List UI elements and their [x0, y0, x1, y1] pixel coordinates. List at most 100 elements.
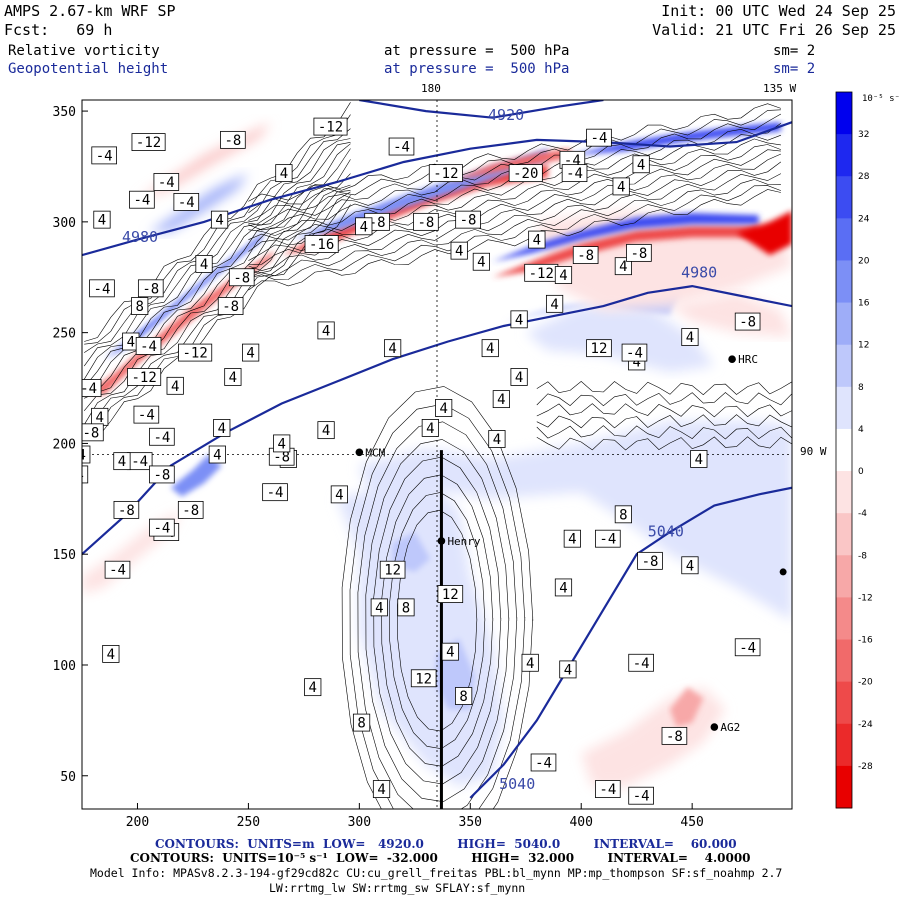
- vorticity-label: 4: [91, 407, 109, 426]
- vorticity-label: -8: [626, 243, 652, 262]
- y-tick-label: 100: [53, 659, 76, 674]
- vorticity-label-box: [153, 173, 180, 191]
- field1-smooth: sm= 2: [773, 43, 816, 59]
- station-label: AG2: [720, 721, 740, 734]
- vorticity-label-text: 4: [322, 423, 330, 439]
- vorticity-label-text: 4: [686, 558, 694, 574]
- vorticity-label: 4: [559, 660, 577, 678]
- vorticity-contour-line: [84, 128, 351, 353]
- vorticity-label-box: [131, 133, 166, 151]
- vorticity-patch: [337, 476, 504, 787]
- vorticity-label-text: 4: [322, 323, 330, 339]
- vorticity-label-box: [313, 117, 348, 136]
- vorticity-label: -4: [262, 483, 288, 501]
- vorticity-label-box: [127, 368, 162, 386]
- vorticity-label-box: [481, 339, 499, 358]
- vorticity-label: 4: [632, 155, 650, 174]
- colorbar-label: 12: [858, 341, 869, 351]
- vorticity-label-text: -8: [739, 315, 756, 331]
- vorticity-label: 4: [210, 210, 229, 229]
- vorticity-label: 4: [554, 578, 573, 596]
- vorticity-label-box: [586, 128, 612, 147]
- vorticity-label-text: 4: [360, 219, 368, 235]
- vorticity-label-text: 4: [617, 179, 625, 195]
- vorticity-label-text: 8: [357, 716, 365, 732]
- vorticity-label-text: 4: [515, 312, 523, 328]
- vorticity-label-text: 12: [384, 563, 401, 579]
- vorticity-label-text: -4: [94, 281, 111, 297]
- vorticity-label-text: -12: [131, 370, 156, 386]
- vorticity-label: 4: [113, 452, 131, 470]
- vorticity-label: -4: [104, 560, 131, 579]
- vorticity-contour-line: [536, 381, 792, 396]
- colorbar-segment: [836, 555, 852, 598]
- field1-name: Relative vorticity: [8, 43, 160, 59]
- vorticity-label-box: [208, 445, 226, 464]
- vorticity-label-box: [388, 137, 415, 156]
- vorticity-label-box: [91, 146, 117, 165]
- vorticity-label: 4: [554, 266, 573, 284]
- station-dot: [710, 723, 719, 731]
- vorticity-label: 4: [208, 445, 226, 464]
- vorticity-label: 4: [492, 390, 510, 408]
- colorbar-label: 28: [858, 172, 870, 182]
- vorticity-label-box: [228, 268, 255, 287]
- vorticity-patch: [170, 454, 222, 497]
- vorticity-label: -4: [126, 452, 153, 470]
- vorticity-contour-labels: -12 -8-12-4-44-4-44 4-4 -8-848 -84 -4 -12-4-12…: [82, 117, 761, 805]
- height-contour-label: 5040: [499, 775, 535, 793]
- vorticity-label-box: [661, 726, 688, 745]
- vorticity-label: 4: [304, 678, 322, 696]
- lon-135w-label: 135 W: [763, 82, 797, 95]
- colorbar-label: -20: [858, 678, 873, 688]
- vorticity-label: 4: [372, 780, 391, 798]
- colorbar-segment: [836, 597, 852, 641]
- height-contour-info: CONTOURS: UNITS=m LOW= 4920.0 HIGH= 5040…: [155, 837, 737, 851]
- vorticity-label-box: [379, 560, 406, 579]
- vorticity-label-box: [195, 255, 213, 273]
- vorticity-label-text: -4: [267, 485, 284, 501]
- vorticity-label: 4: [528, 230, 546, 249]
- vorticity-label-text: 4: [619, 259, 627, 275]
- vorticity-label: 4: [166, 376, 184, 395]
- vorticity-label-box: [508, 164, 543, 183]
- vorticity-contour-info: CONTOURS: UNITS=10⁻⁵ s⁻¹ LOW= -32.000 HI…: [130, 851, 751, 865]
- vorticity-label-text: -20: [513, 166, 538, 182]
- vorticity-label-box: [421, 419, 439, 437]
- vorticity-patch: [581, 687, 726, 787]
- y-tick-label: 150: [53, 548, 76, 563]
- height-contour-label: 4980: [681, 263, 717, 281]
- vorticity-label-text: 4: [200, 257, 208, 273]
- vorticity-label-box: [632, 155, 650, 174]
- lon-180-label: 180: [421, 82, 441, 95]
- vorticity-contour-line: [389, 492, 486, 750]
- vorticity-label-text: -16: [309, 237, 334, 253]
- vorticity-label-box: [595, 780, 621, 798]
- vorticity-label-text: -4: [96, 148, 113, 164]
- vorticity-label-box: [166, 376, 184, 395]
- vorticity-label-text: -8: [642, 554, 659, 570]
- vorticity-label-box: [521, 653, 539, 672]
- vorticity-label-text: 4: [446, 645, 454, 661]
- vorticity-label-text: -4: [633, 656, 650, 672]
- height-contour-line: [359, 100, 604, 119]
- colorbar-label: 8: [858, 383, 864, 393]
- vorticity-label-box: [137, 279, 164, 298]
- x-tick-label: 200: [126, 815, 149, 830]
- vorticity-label-box: [472, 252, 490, 271]
- vorticity-label-box: [435, 399, 453, 417]
- colorbar-label: -16: [858, 636, 873, 646]
- colorbar-segment: [836, 723, 852, 767]
- model-info-physics: LW:rrtmg_lw SW:rrtmg_sw SFLAY:sf_mynn: [269, 881, 526, 895]
- colorbar-label: 24: [858, 214, 870, 224]
- vorticity-label-text: 8: [135, 299, 143, 315]
- x-tick-label: 250: [237, 815, 260, 830]
- vorticity-label-text: 4: [335, 487, 343, 503]
- vorticity-label-text: 4: [375, 600, 383, 616]
- vorticity-contour-line: [248, 149, 781, 252]
- vorticity-label: -4: [133, 405, 160, 424]
- vorticity-label: -4: [129, 190, 155, 209]
- vorticity-contour-line: [381, 474, 494, 767]
- vorticity-label-text: -4: [566, 166, 583, 182]
- vorticity-label: -4: [173, 193, 200, 211]
